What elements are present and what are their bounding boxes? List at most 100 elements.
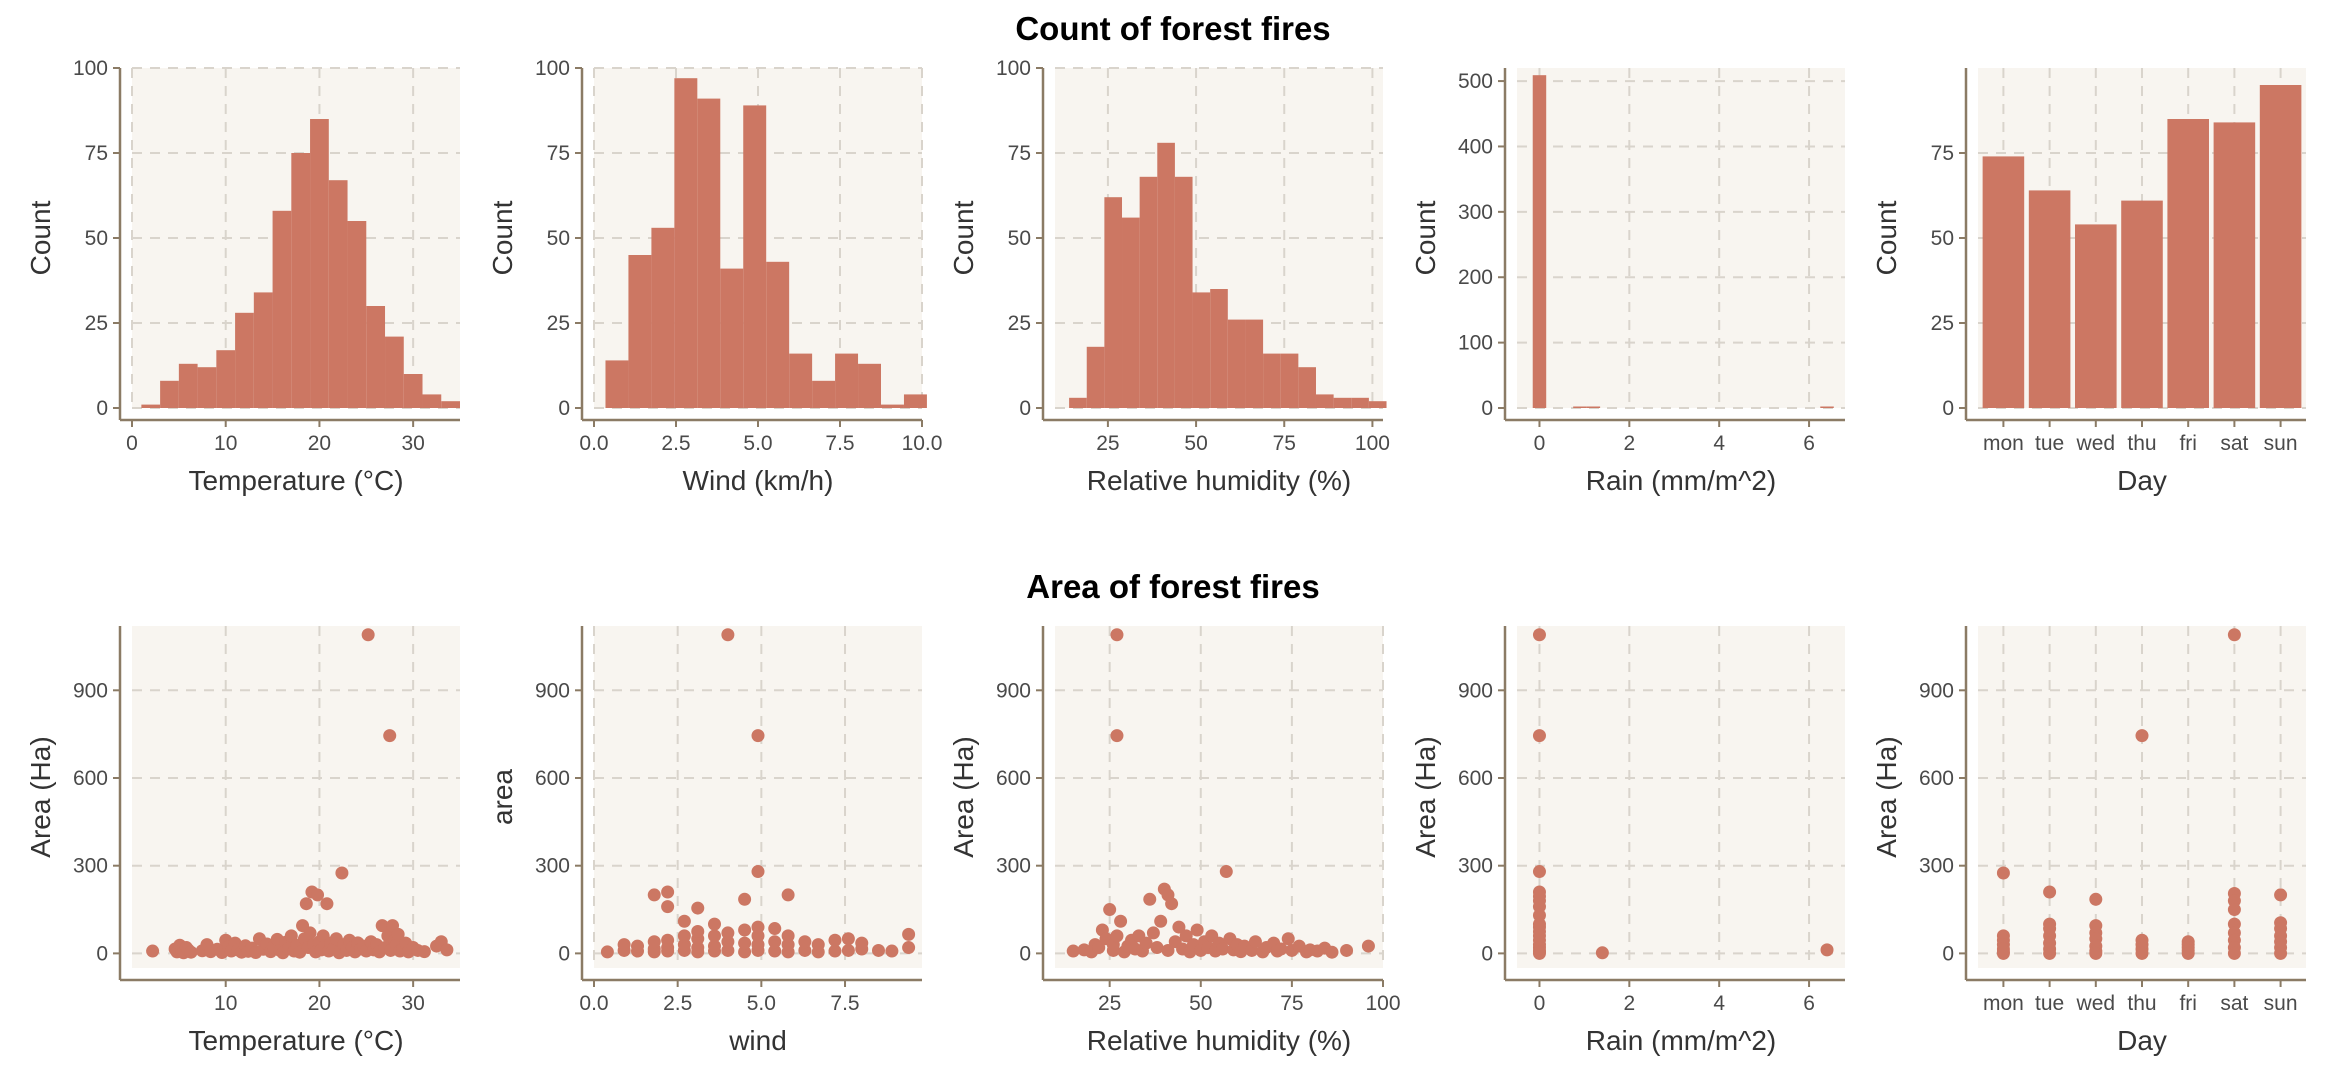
y-tick-label: 300 bbox=[73, 855, 108, 878]
scatter-point bbox=[677, 914, 691, 928]
x-tick-label: 2.5 bbox=[661, 432, 690, 455]
scatter-point bbox=[738, 923, 752, 937]
y-axis-title: area bbox=[487, 769, 518, 825]
x-tick-label: sun bbox=[2264, 432, 2298, 455]
y-axis-title: Count bbox=[1410, 200, 1441, 275]
scatter-point bbox=[2227, 903, 2241, 917]
scatter-point bbox=[1165, 897, 1179, 911]
chart-panel-7: 0 300 600 900 0.0 2.5 5.0 7.5 wind area bbox=[487, 626, 922, 1056]
axes: 0 25 50 75 100 0.0 2.5 5.0 7.5 10.0 Wind (km/h) Cou… bbox=[487, 57, 942, 496]
histogram-bar bbox=[1820, 406, 1834, 408]
scatter-point bbox=[311, 888, 325, 902]
y-axis-title: Area (Ha) bbox=[25, 736, 56, 857]
histogram-bar bbox=[1192, 292, 1211, 408]
scatter-point bbox=[841, 943, 855, 957]
data-marks bbox=[1069, 142, 1387, 409]
histogram-bar bbox=[1315, 394, 1334, 408]
chart-panel-9: 0 300 600 900 0 2 4 6 Rain (mm/m^2) Area (Ha) bbox=[1410, 626, 1845, 1056]
scatter-point bbox=[1161, 943, 1175, 957]
scatter-point bbox=[1172, 920, 1186, 934]
scatter-point bbox=[1219, 865, 1233, 879]
scatter-point bbox=[1820, 943, 1834, 957]
x-tick-label: 30 bbox=[401, 432, 424, 455]
scatter-point bbox=[1146, 926, 1160, 940]
data-marks bbox=[1066, 628, 1375, 959]
y-tick-label: 25 bbox=[85, 312, 108, 335]
scatter-point bbox=[751, 920, 765, 934]
scatter-point bbox=[885, 944, 899, 958]
panel-background bbox=[1517, 68, 1845, 408]
scatter-point bbox=[661, 885, 675, 899]
y-tick-label: 900 bbox=[996, 679, 1031, 702]
scatter-point bbox=[2274, 946, 2288, 960]
y-tick-label: 25 bbox=[1008, 312, 1031, 335]
y-tick-label: 100 bbox=[73, 57, 108, 80]
histogram-bar bbox=[347, 221, 367, 408]
x-tick-label: 7.5 bbox=[830, 992, 859, 1015]
x-tick-label: mon bbox=[1983, 992, 2024, 1015]
x-tick-label: fri bbox=[2179, 432, 2197, 455]
y-tick-label: 300 bbox=[1919, 855, 1954, 878]
scatter-point bbox=[647, 935, 661, 949]
scatter-point bbox=[2089, 892, 2103, 906]
scatter-point bbox=[781, 929, 795, 943]
histogram-bar bbox=[766, 261, 790, 408]
histogram-bar bbox=[605, 360, 629, 408]
scatter-point bbox=[1532, 729, 1546, 743]
x-tick-label: 50 bbox=[1184, 432, 1207, 455]
histogram-bar bbox=[385, 336, 404, 408]
x-tick-label: mon bbox=[1983, 432, 2024, 455]
scatter-point bbox=[391, 927, 405, 941]
axes: 0 100 200 300 400 500 0 2 4 6 Rain (mm/m^2) Count bbox=[1410, 68, 1845, 496]
scatter-point bbox=[1361, 939, 1375, 953]
scatter-point bbox=[1532, 865, 1546, 879]
panel-background bbox=[132, 626, 460, 968]
histogram-bar bbox=[1122, 217, 1140, 408]
scatter-point bbox=[600, 945, 614, 959]
grid-lines bbox=[1517, 68, 1845, 409]
area-section-title: Area of forest fires bbox=[1026, 568, 1320, 605]
scatter-point bbox=[2135, 946, 2149, 960]
histogram-bar bbox=[858, 363, 881, 408]
scatter-point bbox=[2135, 729, 2149, 743]
x-tick-label: thu bbox=[2127, 432, 2156, 455]
scatter-point bbox=[768, 944, 782, 958]
y-axis-title: Count bbox=[948, 200, 979, 275]
y-tick-label: 25 bbox=[1931, 312, 1954, 335]
y-tick-label: 0 bbox=[1019, 942, 1031, 965]
chart-panel-8: 0 300 600 900 25 50 75 100 Relative humidity (%)… bbox=[948, 626, 1401, 1056]
histogram-bar bbox=[216, 350, 236, 408]
x-tick-label: 50 bbox=[1189, 992, 1212, 1015]
y-tick-label: 900 bbox=[535, 679, 570, 702]
scatter-point bbox=[1092, 941, 1106, 955]
histogram-bar bbox=[1351, 397, 1369, 408]
y-tick-label: 0 bbox=[558, 397, 570, 420]
y-axis-title: Count bbox=[1871, 200, 1902, 275]
y-tick-label: 75 bbox=[547, 142, 570, 165]
scatter-point bbox=[2043, 885, 2057, 899]
scatter-point bbox=[1248, 935, 1262, 949]
x-tick-label: wed bbox=[2076, 992, 2116, 1015]
y-tick-label: 600 bbox=[73, 767, 108, 790]
scatter-point bbox=[146, 944, 160, 958]
axes: 0 300 600 900 10 20 30 Temperature (°C) Area (Ha… bbox=[25, 626, 460, 1056]
x-axis-title: wind bbox=[728, 1025, 787, 1056]
x-tick-label: 6 bbox=[1803, 432, 1815, 455]
histogram-bar bbox=[720, 268, 744, 408]
y-axis-title: Area (Ha) bbox=[1871, 736, 1902, 857]
histogram-bar bbox=[651, 227, 675, 408]
bar-sat bbox=[2213, 122, 2256, 409]
grid-lines bbox=[1517, 626, 1845, 968]
scatter-point bbox=[1110, 628, 1124, 642]
y-tick-label: 50 bbox=[1931, 227, 1954, 250]
histogram-bar bbox=[697, 98, 721, 408]
scatter-point bbox=[184, 945, 198, 959]
data-marks bbox=[146, 628, 454, 960]
data-marks bbox=[1996, 628, 2288, 960]
scatter-point bbox=[1143, 892, 1157, 906]
y-tick-label: 300 bbox=[1458, 201, 1493, 224]
scatter-point bbox=[1532, 628, 1546, 642]
grid-lines bbox=[132, 626, 460, 968]
